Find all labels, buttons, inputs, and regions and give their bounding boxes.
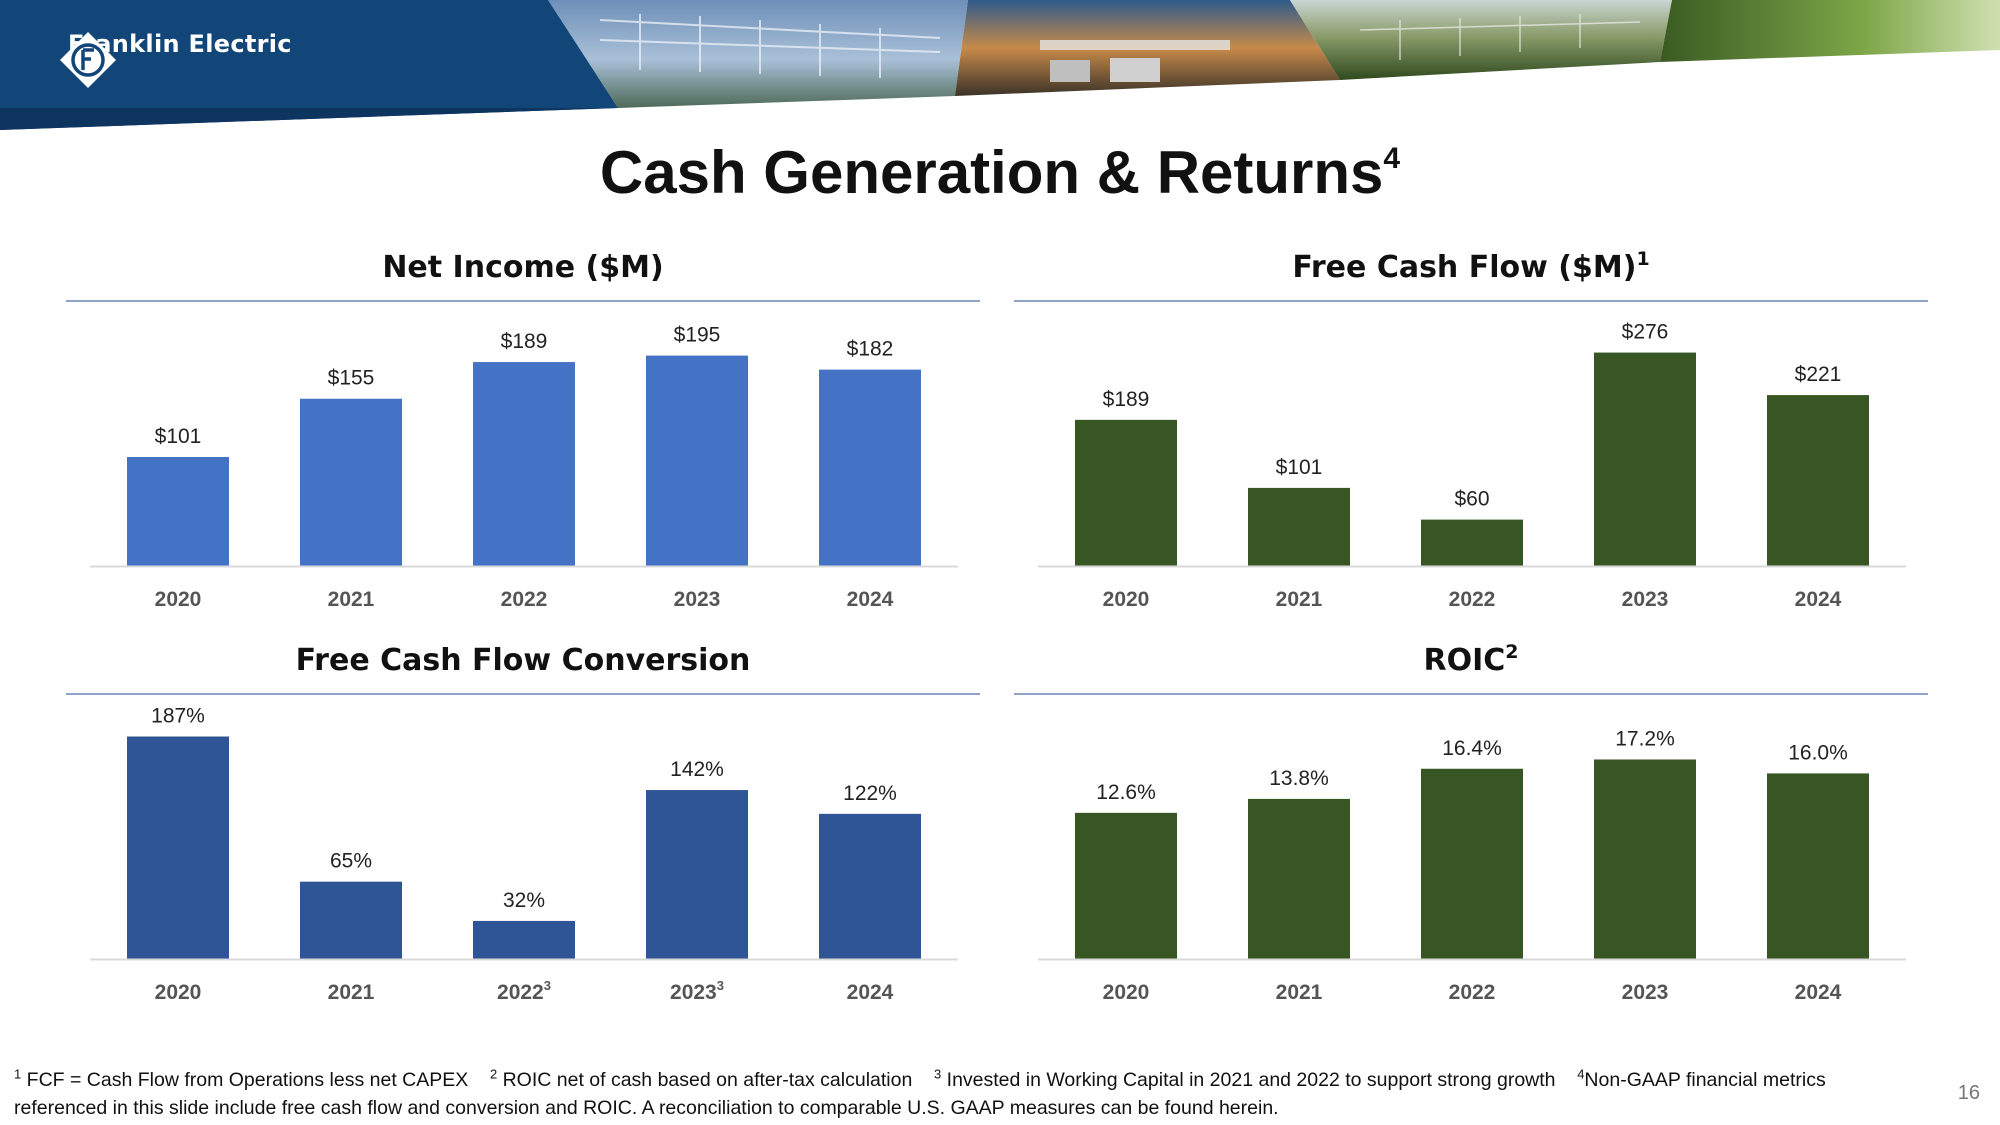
data-label: $60 xyxy=(1454,488,1489,511)
panel-title-text: Free Cash Flow ($M) xyxy=(1292,250,1637,285)
footnotes: 1 FCF = Cash Flow from Operations less n… xyxy=(14,1060,1894,1122)
data-label: 142% xyxy=(670,758,724,781)
x-tick-label: 2024 xyxy=(847,981,894,1004)
header-graphic xyxy=(0,0,2000,135)
panel-free-cash-flow: Free Cash Flow ($M)1 $189 2020 $101 2021 $60… xyxy=(1014,248,1928,640)
slide-title-sup: 4 xyxy=(1383,142,1401,175)
bar-2021 xyxy=(1248,798,1350,959)
bar-2022 xyxy=(1421,519,1523,566)
data-label: 187% xyxy=(151,705,205,728)
panel-title: Free Cash Flow Conversion xyxy=(66,643,980,678)
x-tick-label: 2024 xyxy=(847,588,894,611)
footnote-1: 1 FCF = Cash Flow from Operations less n… xyxy=(14,1066,469,1091)
header-photo-sprinkler xyxy=(1660,0,2000,62)
bar-2020 xyxy=(1075,419,1177,566)
x-tick-label: 2024 xyxy=(1795,588,1842,611)
data-label: 12.6% xyxy=(1096,781,1156,804)
data-label: 16.4% xyxy=(1442,737,1502,760)
data-label: $182 xyxy=(847,338,894,361)
data-label: $155 xyxy=(328,367,375,390)
data-label: 17.2% xyxy=(1615,727,1675,750)
bar-2020 xyxy=(127,457,229,566)
brand-logo: Franklin Electric xyxy=(58,30,292,88)
bar-2022 xyxy=(473,362,575,566)
bar-2023 xyxy=(646,355,748,566)
data-label: $189 xyxy=(1103,388,1150,411)
data-label: $189 xyxy=(501,330,548,353)
panel-title-sup: 2 xyxy=(1505,641,1519,663)
bar-2021 xyxy=(300,881,402,959)
x-tick-label: 2023 xyxy=(1622,981,1669,1004)
data-label: 32% xyxy=(503,889,545,912)
x-tick-label: 2022 xyxy=(1449,588,1496,611)
data-label: $195 xyxy=(674,324,721,347)
panel-net-income: Net Income ($M) $101 2020 $155 2021 $189 2022… xyxy=(66,250,980,640)
x-tick-label: 20233 xyxy=(670,978,724,1004)
bar-2024 xyxy=(1767,773,1869,959)
x-tick-label: 2022 xyxy=(501,588,548,611)
bar-2023 xyxy=(1594,759,1696,959)
page-number: 16 xyxy=(1957,1082,1980,1104)
bar-2024 xyxy=(819,813,921,959)
bar-2022 xyxy=(1421,768,1523,959)
footnote-2: 2 ROIC net of cash based on after-tax ca… xyxy=(489,1066,913,1091)
x-tick-label: 2020 xyxy=(155,588,202,611)
fcf-conversion-chart: 187% 2020 65% 2021 32% 20223 142% 20233 122% 2024 xyxy=(90,705,958,1004)
x-tick-label: 2024 xyxy=(1795,981,1842,1004)
bar-2021 xyxy=(300,398,402,566)
data-label: $101 xyxy=(1276,456,1323,479)
footnote-3: 3 Invested in Working Capital in 2021 an… xyxy=(934,1066,1556,1091)
slide-title: Cash Generation & Returns4 xyxy=(0,138,2000,207)
panel-divider xyxy=(66,693,980,695)
bar-2024 xyxy=(819,369,921,566)
x-tick-label: 20223 xyxy=(497,978,551,1004)
header-navy-band xyxy=(0,0,618,130)
header-photo-bridge xyxy=(548,0,968,108)
panel-divider xyxy=(1014,300,1928,302)
net-income-chart: $101 2020 $155 2021 $189 2022 $195 2023 $182 2024 xyxy=(90,324,958,611)
x-tick-label: 2020 xyxy=(155,981,202,1004)
data-label: $276 xyxy=(1622,321,1669,344)
bar-2024 xyxy=(1767,395,1869,566)
franklin-logo-icon xyxy=(60,32,116,88)
panel-divider xyxy=(66,300,980,302)
panel-title: ROIC2 xyxy=(1014,641,1928,678)
header-photo-field xyxy=(1290,0,1672,80)
slide-title-text: Cash Generation & Returns xyxy=(599,139,1384,206)
bar-2023 xyxy=(1594,352,1696,566)
bar-2022 xyxy=(473,920,575,959)
roic-chart: 12.6% 2020 13.8% 2021 16.4% 2022 17.2% 2023 16.0… xyxy=(1038,727,1906,1004)
panel-title-text: ROIC xyxy=(1423,643,1506,678)
data-label: $101 xyxy=(155,425,202,448)
data-label: 122% xyxy=(843,782,897,805)
bar-2020 xyxy=(1075,812,1177,959)
panel-title-text: Net Income ($M) xyxy=(382,250,664,285)
free-cash-flow-chart: $189 2020 $101 2021 $60 2022 $276 2023 $221 2024 xyxy=(1038,321,1906,611)
panel-fcf-conversion: Free Cash Flow Conversion 187% 2020 65% 202… xyxy=(66,643,980,1033)
panel-divider xyxy=(1014,693,1928,695)
footnote-4: 4Non-GAAP financial metrics referenced i… xyxy=(14,1066,1826,1119)
x-tick-label: 2020 xyxy=(1103,981,1150,1004)
x-tick-label: 2023 xyxy=(1622,588,1669,611)
data-label: 65% xyxy=(330,850,372,873)
panel-title-text: Free Cash Flow Conversion xyxy=(295,643,751,678)
x-tick-label: 2021 xyxy=(1276,588,1323,611)
x-tick-label: 2023 xyxy=(674,588,721,611)
x-tick-label: 2021 xyxy=(328,981,375,1004)
x-tick-label: 2021 xyxy=(1276,981,1323,1004)
panel-title-sup: 1 xyxy=(1636,248,1650,270)
panel-title: Net Income ($M) xyxy=(66,250,980,285)
x-tick-label: 2021 xyxy=(328,588,375,611)
bar-2020 xyxy=(127,736,229,959)
data-label: 16.0% xyxy=(1788,741,1848,764)
panel-roic: ROIC2 12.6% 2020 13.8% 2021 16.4% 2022 17.2% 20… xyxy=(1014,641,1928,1033)
data-label: 13.8% xyxy=(1269,767,1329,790)
x-tick-label: 2022 xyxy=(1449,981,1496,1004)
panel-title: Free Cash Flow ($M)1 xyxy=(1014,248,1928,285)
x-tick-label: 2020 xyxy=(1103,588,1150,611)
header-banner: Franklin Electric xyxy=(0,0,2000,135)
bar-2021 xyxy=(1248,487,1350,566)
bar-2023 xyxy=(646,790,748,959)
data-label: $221 xyxy=(1795,363,1842,386)
